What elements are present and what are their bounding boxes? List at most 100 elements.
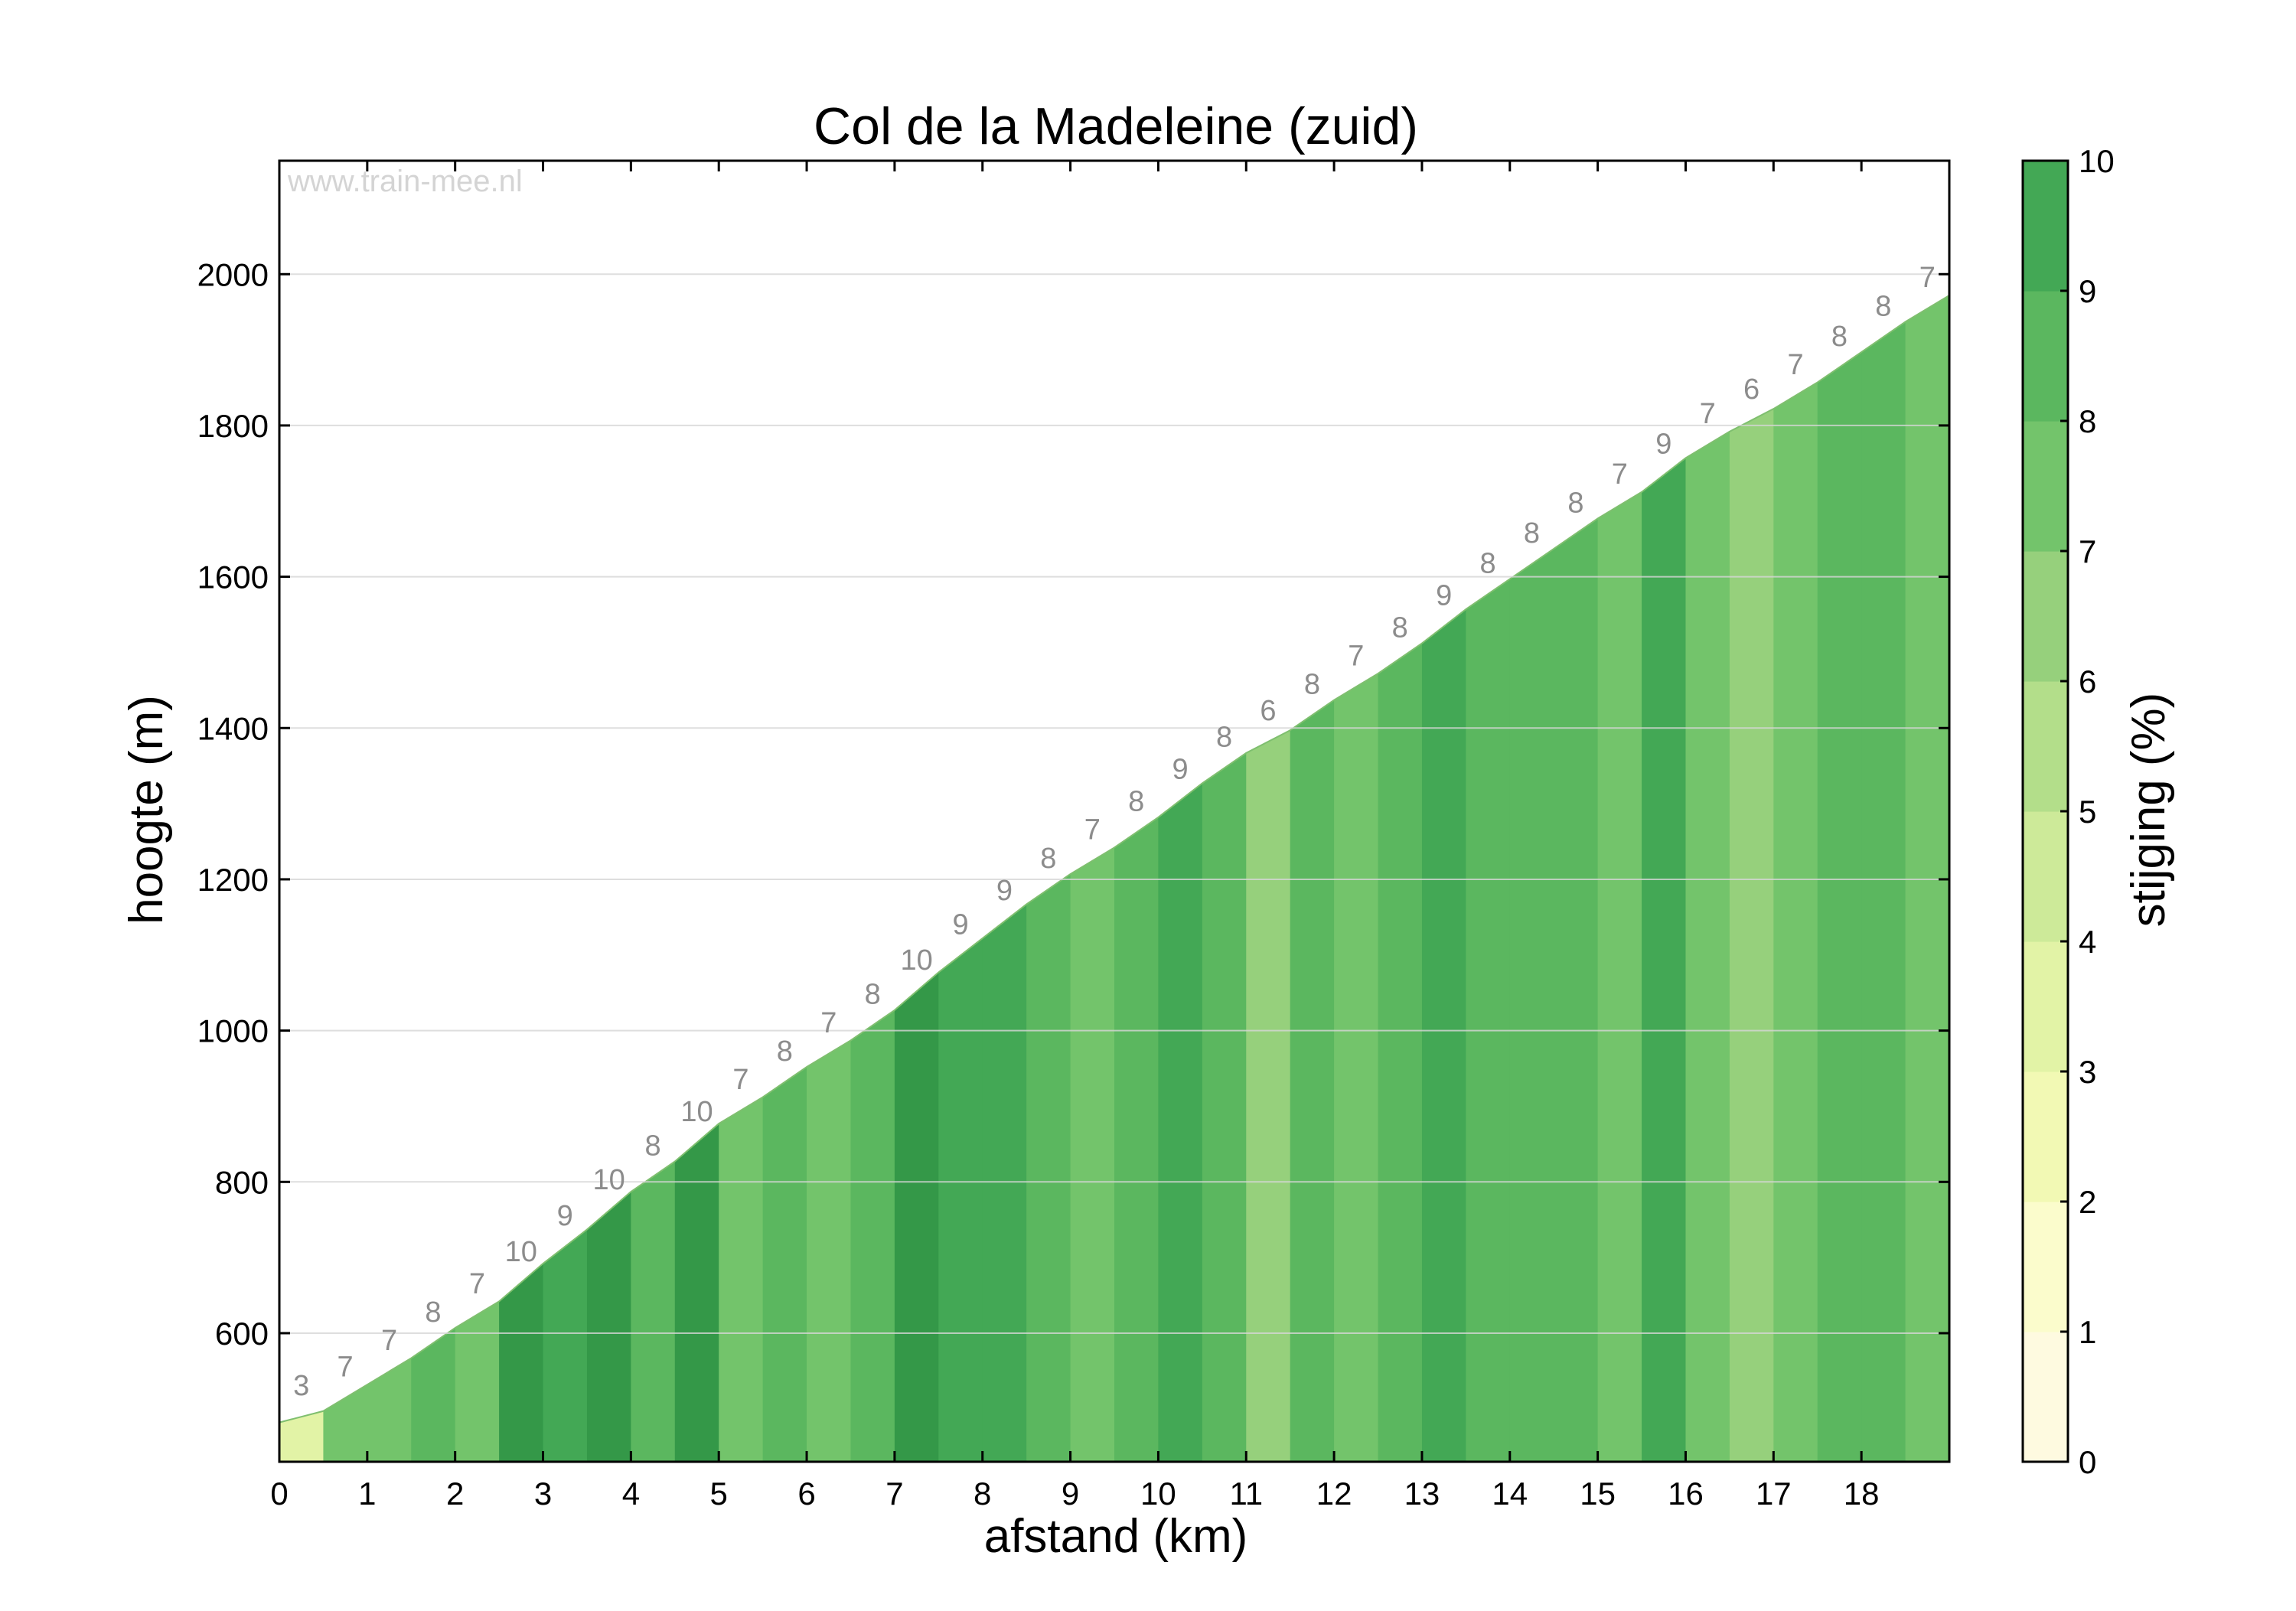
y-tick-label: 1800: [197, 408, 269, 444]
colorbar-tick-label: 10: [2079, 143, 2115, 179]
profile-segment: [543, 1229, 588, 1462]
colorbar-tick-label: 3: [2079, 1054, 2096, 1090]
segment-gradient-label: 10: [680, 1096, 713, 1128]
y-tick-label: 1400: [197, 710, 269, 746]
colorbar-band: [2023, 1332, 2068, 1463]
profile-segment: [455, 1301, 500, 1462]
x-tick-label: 0: [270, 1476, 288, 1512]
segment-gradient-label: 7: [338, 1351, 354, 1383]
segment-gradient-label: 8: [1567, 487, 1583, 519]
x-tick-label: 9: [1062, 1476, 1079, 1512]
profile-segment: [367, 1358, 412, 1462]
profile-segment: [1026, 874, 1071, 1462]
segment-gradient-label: 8: [645, 1130, 661, 1162]
profile-segment: [1642, 458, 1687, 1463]
segment-gradient-label: 8: [865, 979, 881, 1011]
x-tick-label: 13: [1404, 1476, 1440, 1512]
chart-title: Col de la Madeleine (zuid): [814, 97, 1418, 155]
x-tick-label: 15: [1580, 1476, 1616, 1512]
segment-gradient-label: 8: [1875, 290, 1891, 322]
profile-segment: [1246, 730, 1291, 1462]
watermark-text: www.train-mee.nl: [287, 165, 523, 198]
profile-segment: [807, 1040, 852, 1462]
y-tick-label: 1600: [197, 559, 269, 595]
profile-segment: [1685, 431, 1730, 1463]
colorbar-tick-label: 6: [2079, 664, 2096, 700]
colorbar-band: [2023, 681, 2068, 812]
segment-gradient-label: 7: [1787, 349, 1803, 381]
profile-segment: [499, 1264, 544, 1462]
segment-gradient-label: 7: [1919, 262, 1936, 294]
profile-segment: [586, 1192, 631, 1462]
profile-segment: [1817, 352, 1862, 1463]
profile-segment: [279, 1410, 325, 1462]
x-tick-label: 5: [710, 1476, 728, 1512]
y-axis: 600 800 1000 1200 1400 1600 1800 2000: [197, 256, 1949, 1352]
segment-gradient-label: 9: [1172, 754, 1189, 786]
x-tick-label: 11: [1229, 1476, 1263, 1512]
y-tick-label: 1000: [197, 1013, 269, 1049]
colorbar-band: [2023, 1202, 2068, 1332]
colorbar-band: [2023, 161, 2068, 292]
segment-gradient-labels: 3778710910810787810998789868789888797678…: [293, 262, 1936, 1402]
segment-gradient-label: 7: [820, 1007, 837, 1039]
segment-gradient-label: 7: [469, 1268, 485, 1300]
segment-gradient-label: 8: [1392, 611, 1408, 644]
profile-segment: [762, 1067, 807, 1462]
segment-gradient-label: 7: [1612, 458, 1628, 491]
x-tick-label: 6: [797, 1476, 815, 1512]
x-tick-label: 17: [1756, 1476, 1792, 1512]
segment-gradient-label: 10: [505, 1236, 537, 1268]
x-tick-label: 12: [1316, 1476, 1352, 1512]
colorbar-band: [2023, 291, 2068, 422]
profile-segment: [1729, 409, 1774, 1462]
profile-segment: [938, 938, 983, 1462]
segment-gradient-label: 7: [732, 1064, 748, 1096]
colorbar-band: [2023, 1071, 2068, 1202]
segment-gradient-label: 6: [1743, 373, 1760, 406]
segment-gradient-label: 8: [1216, 722, 1232, 754]
x-tick-label: 2: [446, 1476, 464, 1512]
x-tick-label: 7: [885, 1476, 903, 1512]
profile-segment: [894, 972, 939, 1462]
profile-segment: [1597, 491, 1642, 1462]
y-tick-label: 2000: [197, 256, 269, 292]
y-axis-label: hoogte (m): [120, 695, 173, 925]
y-tick-label: 1200: [197, 862, 269, 898]
segment-gradient-label: 7: [1700, 398, 1716, 430]
x-axis: 0 1 2 3 4 5 6 7 8 9 10 11 12 13 14 15 16 17 18: [270, 161, 1880, 1512]
profile-segment: [1421, 609, 1466, 1462]
segment-gradient-label: 7: [1084, 814, 1101, 846]
colorbar-band: [2023, 421, 2068, 552]
segment-gradient-label: 10: [593, 1164, 625, 1196]
segment-gradient-label: 7: [381, 1325, 397, 1357]
colorbar-tick-label: 2: [2079, 1184, 2096, 1220]
segment-gradient-label: 8: [1304, 668, 1320, 700]
segment-gradient-label: 8: [777, 1035, 793, 1068]
profile-segment: [1861, 321, 1906, 1463]
profile-segment: [850, 1009, 895, 1462]
profile-segment: [1509, 549, 1554, 1462]
gridlines: [279, 273, 1949, 1334]
colorbar-tick-label: 7: [2079, 533, 2096, 569]
colorbar-tick-label: 9: [2079, 273, 2096, 309]
profile-segment: [1070, 847, 1115, 1462]
segment-gradient-label: 8: [425, 1296, 441, 1329]
colorbar-tick-label: 8: [2079, 403, 2096, 439]
segment-gradient-label: 9: [952, 908, 968, 941]
segment-gradient-label: 8: [1480, 547, 1496, 579]
y-tick-label: 600: [215, 1316, 269, 1352]
segment-gradient-label: 7: [1348, 640, 1364, 672]
x-tick-label: 16: [1668, 1476, 1704, 1512]
colorbar-label: stijging (%): [2122, 693, 2175, 928]
segment-gradient-label: 6: [1260, 695, 1276, 727]
profile-area: [279, 295, 1950, 1463]
profile-segment: [674, 1123, 719, 1462]
profile-segment: [1158, 783, 1203, 1462]
colorbar-tick-label: 1: [2079, 1314, 2096, 1350]
x-tick-label: 1: [358, 1476, 376, 1512]
profile-segment: [1290, 700, 1335, 1462]
colorbar-tick-label: 4: [2079, 924, 2096, 960]
segment-gradient-label: 8: [1040, 843, 1056, 875]
